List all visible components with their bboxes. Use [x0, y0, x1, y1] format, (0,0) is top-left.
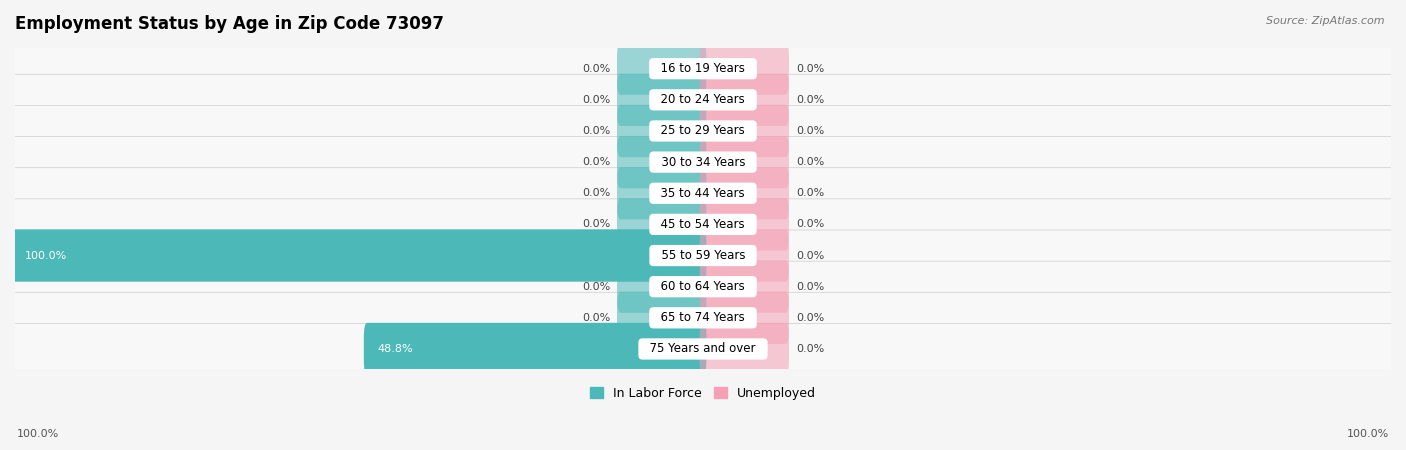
Text: 0.0%: 0.0%	[796, 251, 824, 261]
FancyBboxPatch shape	[10, 105, 1396, 157]
FancyBboxPatch shape	[700, 43, 789, 95]
Legend: In Labor Force, Unemployed: In Labor Force, Unemployed	[585, 382, 821, 405]
Text: 0.0%: 0.0%	[796, 220, 824, 230]
FancyBboxPatch shape	[10, 168, 1396, 219]
FancyBboxPatch shape	[11, 230, 706, 282]
FancyBboxPatch shape	[700, 230, 789, 282]
Text: 0.0%: 0.0%	[582, 282, 610, 292]
FancyBboxPatch shape	[10, 199, 1396, 250]
FancyBboxPatch shape	[617, 261, 706, 313]
FancyBboxPatch shape	[617, 136, 706, 188]
FancyBboxPatch shape	[617, 105, 706, 157]
FancyBboxPatch shape	[10, 261, 1396, 312]
Text: 0.0%: 0.0%	[796, 64, 824, 74]
Text: 0.0%: 0.0%	[796, 95, 824, 105]
FancyBboxPatch shape	[617, 43, 706, 95]
FancyBboxPatch shape	[10, 74, 1396, 126]
Text: 48.8%: 48.8%	[378, 344, 413, 354]
FancyBboxPatch shape	[700, 167, 789, 220]
Text: 100.0%: 100.0%	[25, 251, 67, 261]
Text: 30 to 34 Years: 30 to 34 Years	[654, 156, 752, 169]
Text: 100.0%: 100.0%	[1347, 429, 1389, 439]
Text: 0.0%: 0.0%	[582, 95, 610, 105]
FancyBboxPatch shape	[700, 292, 789, 344]
FancyBboxPatch shape	[617, 74, 706, 126]
FancyBboxPatch shape	[617, 167, 706, 220]
Text: 0.0%: 0.0%	[796, 313, 824, 323]
Text: 25 to 29 Years: 25 to 29 Years	[654, 125, 752, 137]
FancyBboxPatch shape	[700, 323, 789, 375]
Text: 65 to 74 Years: 65 to 74 Years	[654, 311, 752, 324]
Text: 35 to 44 Years: 35 to 44 Years	[654, 187, 752, 200]
Text: 100.0%: 100.0%	[17, 429, 59, 439]
Text: 0.0%: 0.0%	[582, 313, 610, 323]
FancyBboxPatch shape	[10, 324, 1396, 374]
Text: 55 to 59 Years: 55 to 59 Years	[654, 249, 752, 262]
Text: 0.0%: 0.0%	[796, 344, 824, 354]
FancyBboxPatch shape	[700, 261, 789, 313]
Text: 0.0%: 0.0%	[582, 220, 610, 230]
Text: Source: ZipAtlas.com: Source: ZipAtlas.com	[1267, 16, 1385, 26]
Text: 0.0%: 0.0%	[582, 188, 610, 198]
Text: 0.0%: 0.0%	[582, 126, 610, 136]
FancyBboxPatch shape	[700, 105, 789, 157]
Text: 60 to 64 Years: 60 to 64 Years	[654, 280, 752, 293]
FancyBboxPatch shape	[10, 230, 1396, 281]
FancyBboxPatch shape	[700, 198, 789, 251]
FancyBboxPatch shape	[10, 292, 1396, 343]
Text: 20 to 24 Years: 20 to 24 Years	[654, 93, 752, 106]
Text: 0.0%: 0.0%	[796, 282, 824, 292]
Text: 16 to 19 Years: 16 to 19 Years	[654, 62, 752, 75]
Text: 0.0%: 0.0%	[582, 157, 610, 167]
Text: Employment Status by Age in Zip Code 73097: Employment Status by Age in Zip Code 730…	[15, 15, 444, 33]
Text: 0.0%: 0.0%	[796, 188, 824, 198]
FancyBboxPatch shape	[700, 136, 789, 188]
FancyBboxPatch shape	[10, 43, 1396, 94]
Text: 75 Years and over: 75 Years and over	[643, 342, 763, 356]
Text: 0.0%: 0.0%	[582, 64, 610, 74]
FancyBboxPatch shape	[617, 198, 706, 251]
FancyBboxPatch shape	[364, 323, 706, 375]
Text: 45 to 54 Years: 45 to 54 Years	[654, 218, 752, 231]
Text: 0.0%: 0.0%	[796, 157, 824, 167]
FancyBboxPatch shape	[10, 137, 1396, 188]
FancyBboxPatch shape	[700, 74, 789, 126]
FancyBboxPatch shape	[617, 292, 706, 344]
Text: 0.0%: 0.0%	[796, 126, 824, 136]
